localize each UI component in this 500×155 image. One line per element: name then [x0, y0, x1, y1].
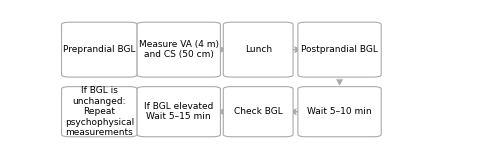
- FancyBboxPatch shape: [298, 87, 381, 137]
- FancyBboxPatch shape: [62, 87, 137, 137]
- FancyBboxPatch shape: [224, 22, 293, 77]
- Text: Wait 5–10 min: Wait 5–10 min: [307, 107, 372, 116]
- FancyBboxPatch shape: [137, 22, 220, 77]
- Text: Postprandial BGL: Postprandial BGL: [301, 45, 378, 54]
- FancyBboxPatch shape: [298, 22, 381, 77]
- Text: If BGL elevated
Wait 5–15 min: If BGL elevated Wait 5–15 min: [144, 102, 214, 121]
- FancyBboxPatch shape: [137, 87, 220, 137]
- FancyBboxPatch shape: [224, 87, 293, 137]
- Text: Check BGL: Check BGL: [234, 107, 282, 116]
- Text: Lunch: Lunch: [244, 45, 272, 54]
- Text: If BGL is
unchanged:
Repeat
psychophysical
measurements: If BGL is unchanged: Repeat psychophysic…: [64, 86, 134, 137]
- Text: Preprandial BGL: Preprandial BGL: [63, 45, 136, 54]
- FancyBboxPatch shape: [62, 22, 137, 77]
- Text: Measure VA (4 m)
and CS (50 cm): Measure VA (4 m) and CS (50 cm): [139, 40, 219, 59]
